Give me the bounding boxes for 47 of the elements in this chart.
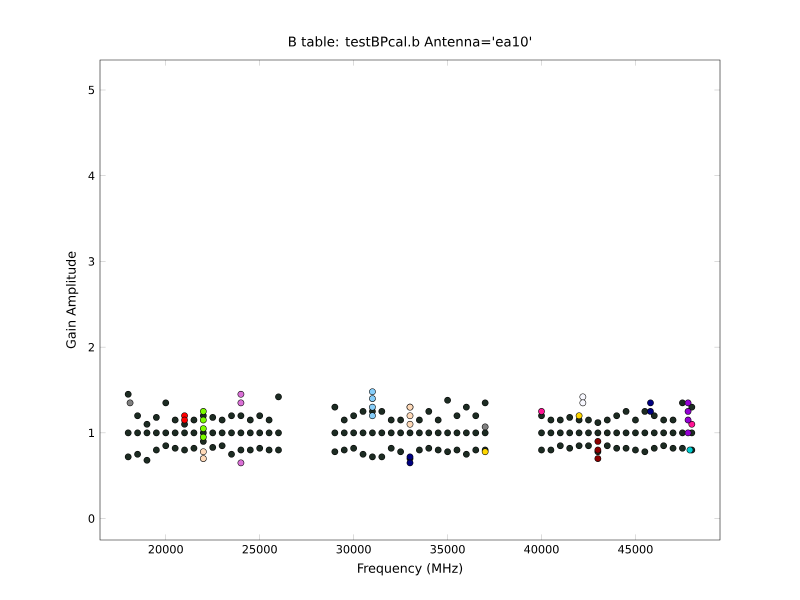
x-tick-label: 35000	[430, 544, 465, 554]
point	[688, 420, 696, 428]
point	[684, 408, 692, 415]
point	[684, 416, 692, 424]
point	[238, 459, 244, 466]
point	[369, 404, 376, 411]
point	[594, 438, 602, 445]
point	[200, 425, 207, 432]
point	[369, 395, 376, 402]
y-tick-label: 2	[88, 342, 94, 352]
point	[200, 416, 207, 424]
point	[579, 399, 586, 406]
point	[238, 399, 244, 406]
point	[406, 459, 414, 466]
point	[647, 399, 654, 406]
x-tick-label: 30000	[336, 544, 371, 554]
point	[684, 429, 692, 436]
point	[369, 412, 376, 420]
point	[579, 393, 586, 400]
point	[238, 390, 244, 398]
x-tick-label: 20000	[148, 544, 183, 554]
point	[200, 408, 207, 415]
point	[369, 388, 376, 396]
point	[684, 399, 692, 406]
x-axis-title: Frequency (MHz)	[358, 563, 462, 576]
point	[594, 455, 602, 462]
point	[647, 408, 654, 415]
point	[200, 434, 207, 441]
point	[538, 408, 545, 415]
point	[576, 412, 582, 420]
x-tick-label: 45000	[618, 544, 653, 554]
point	[126, 399, 134, 406]
y-tick-label: 0	[88, 514, 94, 523]
y-tick-label: 4	[88, 172, 94, 180]
point	[406, 420, 414, 428]
y-tick-label: 5	[88, 86, 94, 94]
point	[200, 455, 207, 462]
x-tick-label: 40000	[524, 544, 559, 554]
point	[482, 423, 489, 430]
y-tick-label: 3	[88, 257, 94, 266]
chart-title: B table: testBPcal.b Antenna='ea10'	[289, 36, 532, 47]
x-tick-label: 25000	[242, 544, 277, 554]
point	[406, 412, 414, 420]
point	[200, 448, 207, 456]
point	[181, 416, 188, 424]
y-tick-label: 1	[89, 428, 94, 437]
y-axis-title: Gain Amplitude	[66, 252, 78, 348]
